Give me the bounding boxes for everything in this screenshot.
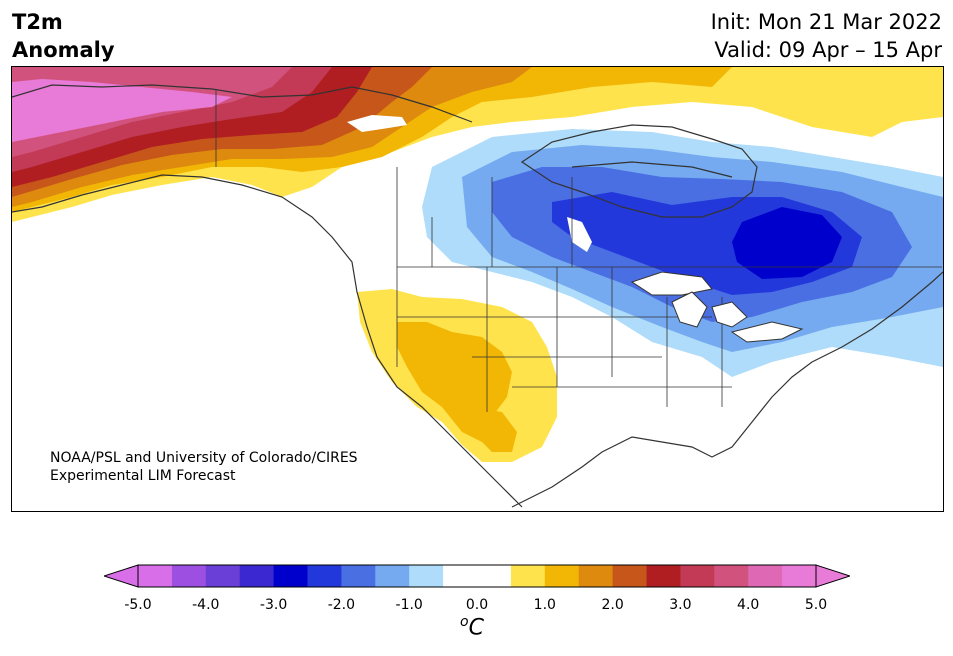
title-line-2: Anomaly: [12, 38, 115, 62]
colorbar-bin-1: [171, 565, 207, 587]
coastlines: [12, 84, 943, 508]
forecast-dates: Init: Mon 21 Mar 2022 Valid: 09 Apr – 15…: [711, 8, 942, 64]
colorbar-unit-label: oC: [460, 614, 484, 640]
colorbar-outline: [137, 564, 817, 588]
credit-text: NOAA/PSL and University of Colorado/CIRE…: [50, 449, 358, 485]
colorbar-ticks: -5.0 -4.0 -3.0 -2.0 -1.0 0.0 1.0 2.0 3.0 4.0 5.0: [0, 597, 953, 617]
colorbar-tick-label: -4.0: [192, 597, 220, 613]
colorbar-bin-9: [443, 565, 512, 587]
colorbar-bin-8: [409, 565, 444, 587]
colorbar-bin-3: [239, 565, 275, 587]
colorbar-bin-0: [138, 565, 173, 587]
colorbar-bin-17: [748, 565, 783, 587]
colorbar-bin-18: [782, 565, 817, 587]
colorbar-over-triangle: [815, 564, 850, 588]
colorbar: [104, 564, 850, 588]
unit-base: C: [468, 615, 484, 641]
colorbar-bin-4: [273, 565, 308, 587]
colorbar-tick-label: 0.0: [465, 597, 489, 613]
colorbar-tick-label: 5.0: [804, 597, 828, 613]
colorbar-tick-label: 3.0: [669, 597, 692, 613]
colorbar-bin-16: [714, 565, 749, 587]
map-title: T2m Anomaly: [12, 8, 115, 64]
colorbar-tick-label: 1.0: [533, 597, 556, 613]
colorbar-bin-15: [680, 565, 715, 587]
colorbar-bin-13: [612, 565, 647, 587]
unit-degree-sup: o: [460, 614, 469, 630]
init-date: Init: Mon 21 Mar 2022: [710, 10, 942, 34]
white-patch-canada: [347, 115, 407, 132]
colorbar-bin-11: [544, 565, 580, 587]
state-borders: [215, 89, 942, 412]
credit-line-1: NOAA/PSL and University of Colorado/CIRE…: [50, 450, 358, 466]
colorbar-bin-14: [646, 565, 681, 587]
map-canvas: [12, 67, 943, 508]
anomaly-map: NOAA/PSL and University of Colorado/CIRE…: [11, 66, 944, 512]
colorbar-tick-label: -5.0: [124, 597, 152, 613]
colorbar-tick-label: 4.0: [737, 597, 760, 613]
colorbar-tick-label: -1.0: [395, 597, 423, 613]
credit-line-2: Experimental LIM Forecast: [50, 468, 236, 484]
colorbar-bin-7: [375, 565, 410, 587]
colorbar-tick-label: 2.0: [601, 597, 624, 613]
colorbar-under-triangle: [104, 564, 139, 588]
anomaly-contour-magenta: [12, 79, 232, 142]
great-lakes: [630, 271, 804, 343]
colorbar-bin-5: [307, 565, 342, 587]
anomaly-contour-sw-gold-2: [472, 407, 517, 452]
colorbar-bin-10: [510, 565, 546, 587]
colorbar-bin-6: [341, 565, 376, 587]
colorbar-bin-12: [578, 565, 614, 587]
white-patch-lake: [567, 217, 592, 252]
colorbar-tick-label: -3.0: [259, 597, 288, 613]
colorbar-bins: [138, 565, 817, 587]
colorbar-tick-label: -2.0: [327, 597, 356, 613]
anomaly-contour-darkblue: [732, 207, 842, 279]
valid-range: Valid: 09 Apr – 15 Apr: [714, 38, 942, 62]
colorbar-bin-2: [205, 565, 241, 587]
title-line-1: T2m: [12, 10, 63, 34]
